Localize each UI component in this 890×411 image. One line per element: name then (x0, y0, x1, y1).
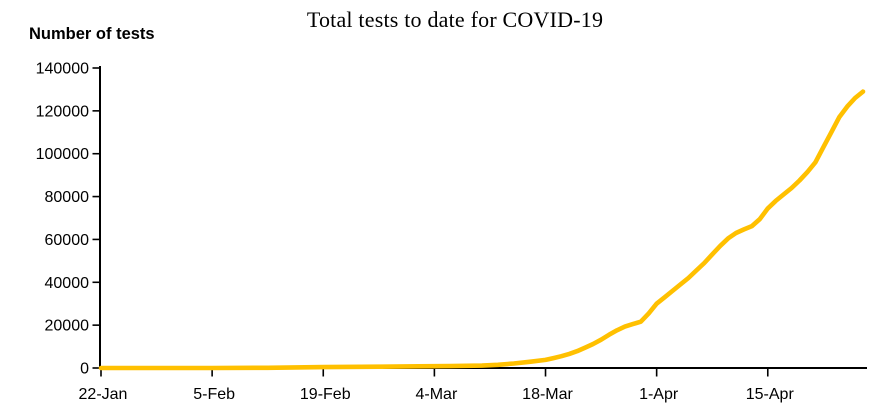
y-axis-title: Number of tests (29, 25, 155, 43)
chart-title: Total tests to date for COVID-19 (306, 7, 604, 32)
y-tick-label: 140000 (36, 61, 89, 78)
x-tick-label: 15-Apr (746, 386, 795, 403)
x-tick-label: 5-Feb (193, 386, 235, 403)
y-tick-label: 100000 (36, 146, 89, 163)
y-tick-label: 20000 (45, 318, 90, 335)
y-tick-label: 40000 (45, 275, 90, 292)
x-tick-label: 4-Mar (415, 386, 457, 403)
x-tick-label: 1-Apr (639, 386, 679, 403)
x-tick-label: 19-Feb (300, 386, 351, 403)
x-tick-label: 18-Mar (522, 386, 573, 403)
y-tick-label: 60000 (45, 232, 90, 249)
data-line-total-tests (98, 89, 866, 371)
y-tick-label: 80000 (45, 189, 90, 206)
y-tick-label: 0 (80, 361, 89, 378)
y-tick-label: 120000 (36, 103, 89, 120)
x-tick-label: 22-Jan (79, 386, 128, 403)
